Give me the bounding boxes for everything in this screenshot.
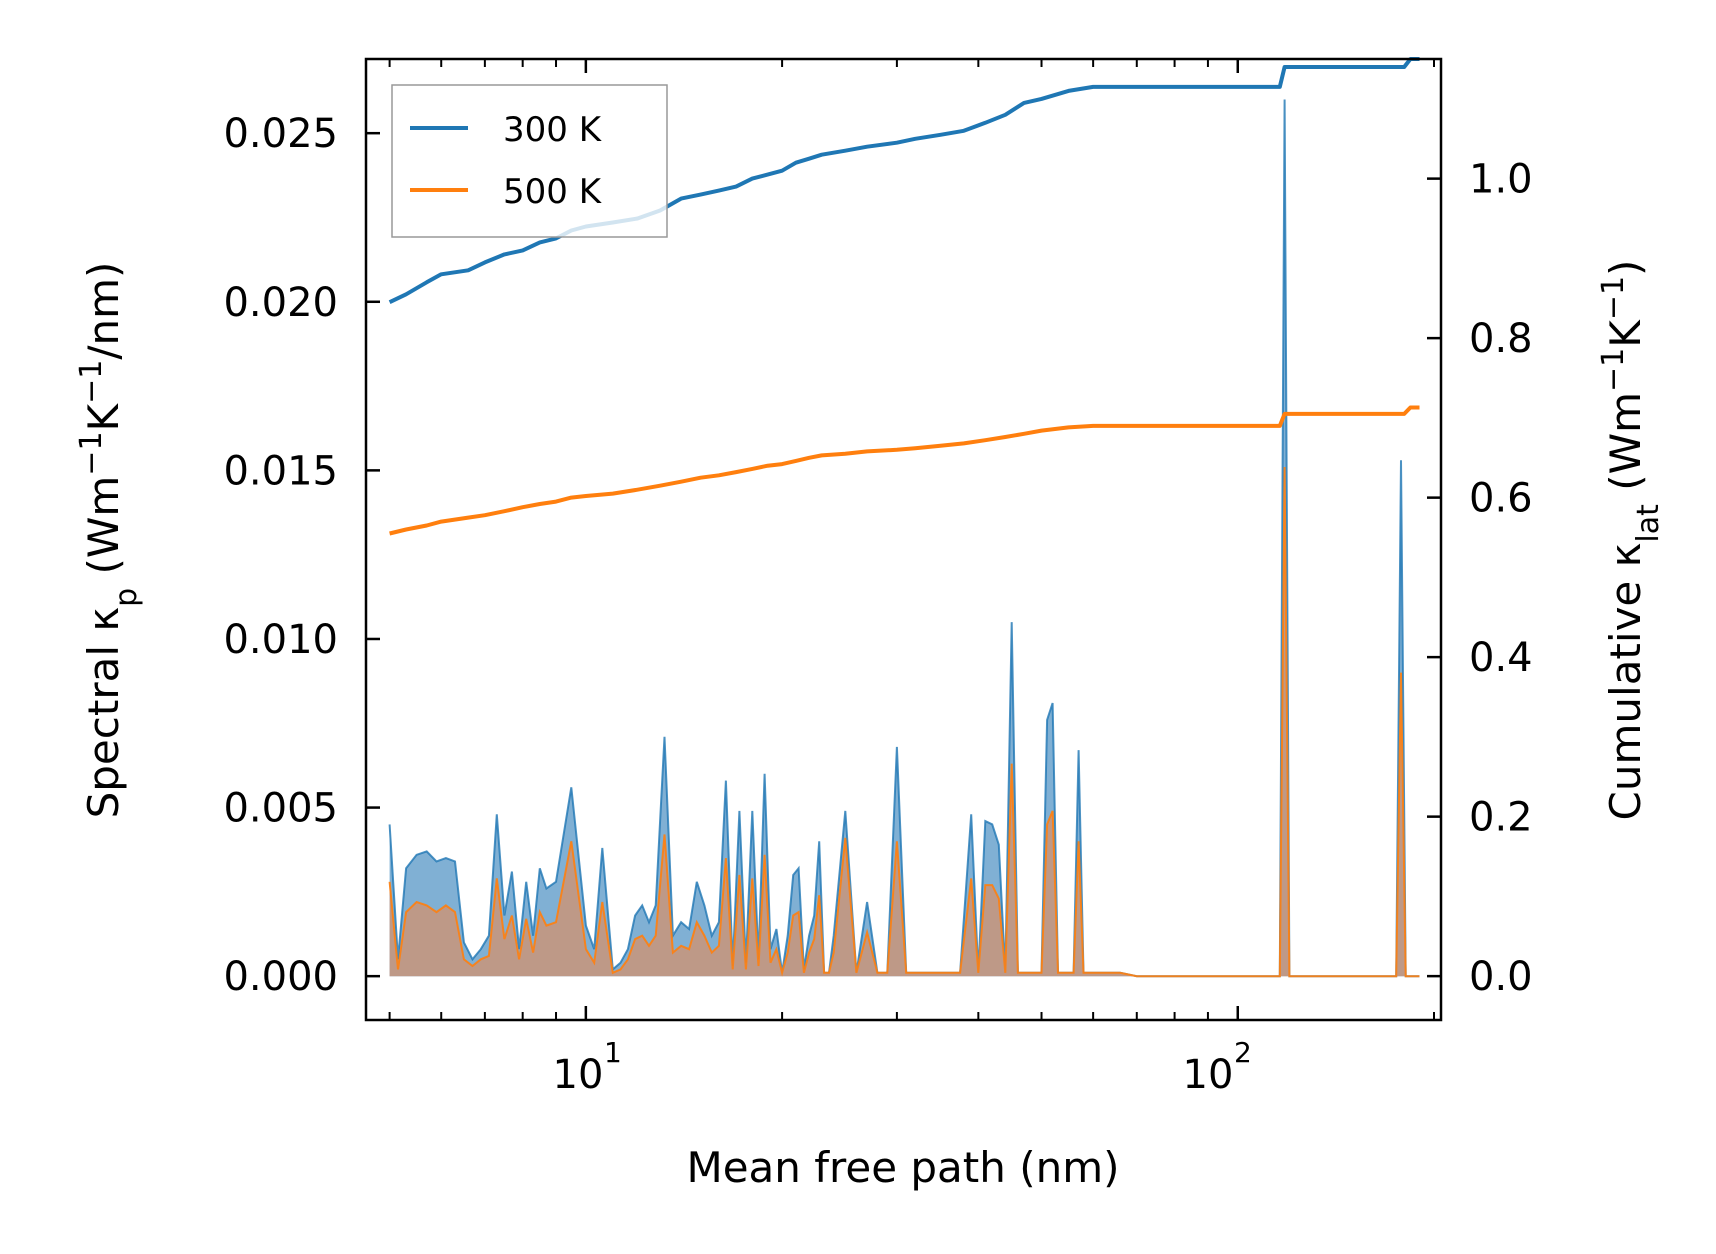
x-tick-10e2-exp: 2 — [1234, 1036, 1252, 1069]
right-tick-labels: 0.0 0.2 0.4 0.6 0.8 1.0 — [1469, 157, 1533, 1001]
legend: 300 K 500 K — [391, 84, 668, 238]
right-tick-label: 0.6 — [1469, 476, 1533, 522]
plot-frame — [364, 57, 1443, 1022]
right-tick-label: 0.4 — [1469, 635, 1533, 681]
x-tick-10e1-exp: 1 — [604, 1036, 622, 1069]
legend-box — [391, 84, 668, 238]
right-tick-label: 0.0 — [1469, 954, 1533, 1000]
left-tick-label: 0.000 — [223, 954, 338, 1000]
left-tick-label: 0.025 — [223, 111, 338, 157]
left-tick-label: 0.020 — [223, 280, 338, 326]
x-axis-title: Mean free path (nm) — [686, 1143, 1119, 1192]
left-tick-labels: 0.000 0.005 0.010 0.015 0.020 0.025 — [223, 111, 338, 1000]
spectral-fill-group — [388, 99, 1420, 978]
right-tick-label: 1.0 — [1469, 157, 1533, 203]
x-tick-10e2-base: 10 — [1183, 1052, 1234, 1098]
ticks-group — [366, 59, 1441, 1020]
series-lines-group — [388, 57, 1420, 536]
legend-label-300k: 300 K — [503, 110, 603, 150]
cumulative-line-300k — [388, 57, 1420, 305]
left-tick-label: 0.015 — [223, 448, 338, 494]
cumulative-line-500k — [389, 405, 1420, 536]
x-tick-10e1-base: 10 — [553, 1052, 604, 1098]
left-tick-label: 0.005 — [223, 786, 338, 832]
right-tick-label: 0.8 — [1469, 316, 1533, 362]
spectral-line-500k — [388, 466, 1420, 978]
legend-label-500k: 500 K — [503, 172, 603, 212]
left-tick-label: 0.010 — [223, 617, 338, 663]
right-tick-label: 0.2 — [1469, 795, 1533, 841]
